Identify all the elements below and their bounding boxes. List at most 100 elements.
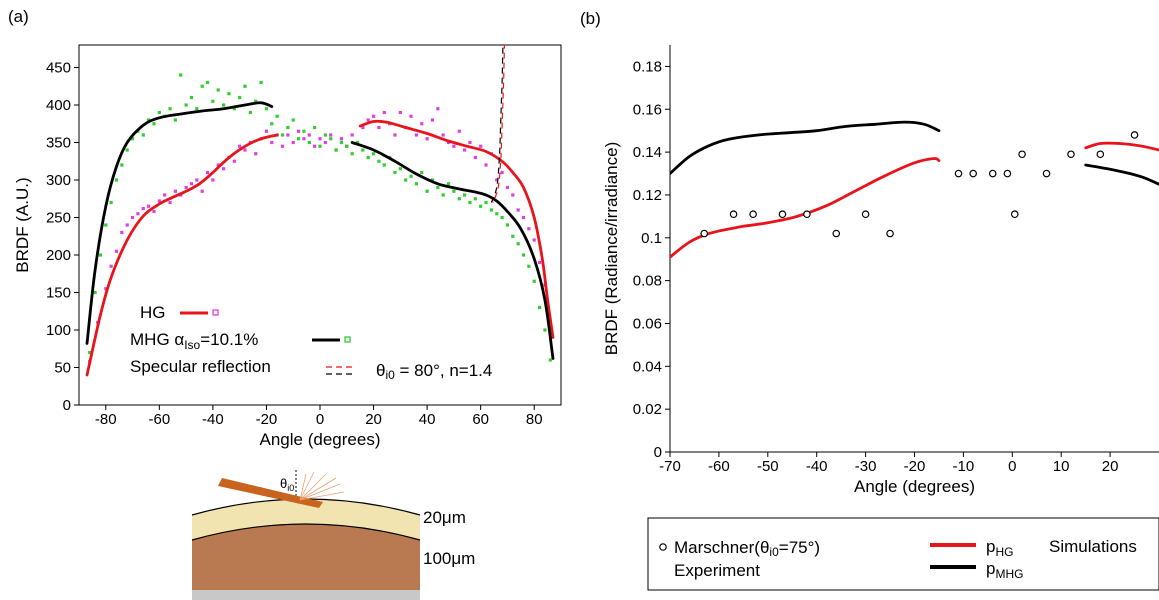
mhg-data-point bbox=[334, 148, 338, 152]
mhg-data-point bbox=[505, 223, 510, 227]
chart-b: -70 -60 -50 -40 -30 -20 -10 0 10 20 0 0.02 0.04 0.06 0… bbox=[602, 45, 1159, 496]
hg-data-point bbox=[495, 178, 499, 182]
x-tick-label: -20 bbox=[904, 458, 926, 475]
y-tick-label: 0 bbox=[63, 397, 71, 414]
x-tick-label: -40 bbox=[202, 411, 224, 428]
experiment-data-point bbox=[749, 210, 757, 219]
mhg-data-point bbox=[205, 80, 210, 85]
mhg-curve bbox=[1084, 163, 1159, 186]
hg-data-point bbox=[307, 133, 311, 137]
hg-data-point bbox=[141, 206, 145, 211]
mhg-data-point bbox=[537, 305, 542, 310]
hg-data-point bbox=[457, 129, 461, 133]
x-tick-label: -70 bbox=[659, 458, 681, 475]
x-tick-label: 40 bbox=[419, 411, 436, 428]
mhg-data-point bbox=[243, 84, 247, 88]
epidermis-layer bbox=[192, 499, 420, 540]
hg-data-point bbox=[254, 152, 258, 156]
hg-data-point bbox=[270, 140, 274, 145]
mhg-curve bbox=[350, 141, 555, 360]
hg-data-point bbox=[323, 140, 327, 145]
series-layer bbox=[85, 45, 555, 377]
y-tick-label: 0.02 bbox=[633, 401, 662, 418]
experiment-data-point bbox=[1042, 169, 1051, 178]
y-tick-label: 0.1 bbox=[641, 230, 662, 247]
mhg-data-point bbox=[238, 95, 242, 100]
mhg-data-point bbox=[339, 140, 344, 145]
mhg-data-point bbox=[93, 290, 97, 295]
hg-data-point bbox=[173, 189, 177, 193]
mhg-data-point bbox=[495, 212, 499, 216]
hg-data-point bbox=[505, 185, 510, 190]
mhg-data-point bbox=[264, 107, 269, 111]
hg-data-point bbox=[280, 144, 285, 148]
hg-data-point bbox=[430, 118, 435, 122]
hg-data-point bbox=[436, 107, 440, 111]
y-tick-label: 450 bbox=[46, 60, 71, 77]
incident-beam-arrow bbox=[218, 478, 323, 508]
y-tick-label: 400 bbox=[46, 97, 71, 114]
mhg-data-point bbox=[130, 137, 135, 141]
x-tick-label: -40 bbox=[806, 458, 828, 475]
mhg-data-point bbox=[296, 137, 301, 141]
mhg-data-point bbox=[104, 223, 108, 227]
legend-hg-marker bbox=[212, 309, 219, 316]
chart-b-x-axis-label: Angle (degrees) bbox=[854, 477, 975, 496]
epidermis-thickness-label: 20μm bbox=[423, 508, 466, 527]
experiment-data-point bbox=[778, 210, 787, 219]
legend-phg-label: pHG bbox=[986, 537, 1013, 559]
mhg-data-point bbox=[521, 253, 526, 257]
mhg-data-point bbox=[484, 200, 488, 205]
specular-curve-black bbox=[490, 45, 504, 203]
hg-data-point bbox=[205, 170, 210, 175]
mhg-data-point bbox=[211, 99, 215, 103]
y-tick-label: 0.08 bbox=[633, 273, 662, 290]
mhg-data-point bbox=[232, 107, 236, 111]
hg-data-point bbox=[157, 199, 161, 203]
mhg-data-point bbox=[366, 155, 370, 160]
y-tick-label: 150 bbox=[46, 285, 71, 302]
hg-data-point bbox=[120, 230, 124, 235]
mhg-data-point bbox=[361, 148, 365, 152]
experiment-data-point bbox=[886, 229, 894, 238]
mhg-data-point bbox=[313, 125, 317, 130]
mhg-data-point bbox=[548, 358, 552, 362]
y-tick-label: 50 bbox=[54, 360, 71, 377]
hg-data-point bbox=[350, 133, 354, 137]
mhg-data-point bbox=[479, 204, 483, 208]
mhg-data-point bbox=[109, 200, 113, 205]
y-tick-label: 0.18 bbox=[633, 58, 662, 75]
mhg-data-point bbox=[371, 152, 376, 156]
chart-b-series bbox=[670, 120, 1159, 259]
hg-data-point bbox=[222, 167, 226, 171]
legend-specular-label: Specular reflection bbox=[130, 357, 271, 376]
mhg-data-point bbox=[200, 84, 204, 88]
x-tick-label: -80 bbox=[95, 411, 117, 428]
experiment-data-point bbox=[861, 210, 870, 219]
hg-data-point bbox=[302, 137, 306, 141]
x-tick-label: 20 bbox=[365, 411, 382, 428]
hg-data-point bbox=[537, 260, 542, 265]
mhg-data-point bbox=[302, 129, 306, 133]
hg-data-point bbox=[532, 238, 536, 242]
legend-simulations-label: Simulations bbox=[1049, 537, 1137, 556]
mhg-data-point bbox=[179, 73, 183, 77]
mhg-data-point bbox=[254, 99, 258, 103]
x-tick-label: 0 bbox=[1008, 458, 1016, 475]
mhg-data-point bbox=[173, 118, 177, 122]
legend-pmhg-label: pMHG bbox=[986, 559, 1023, 581]
mhg-data-point bbox=[147, 118, 151, 122]
hg-data-point bbox=[168, 200, 172, 205]
mhg-data-point bbox=[141, 133, 145, 137]
mhg-data-point bbox=[280, 133, 285, 137]
experiment-data-point bbox=[803, 210, 811, 219]
hg-data-point bbox=[200, 189, 204, 193]
hg-data-point bbox=[479, 144, 483, 148]
hg-data-point bbox=[382, 110, 386, 115]
x-tick-label: 60 bbox=[472, 411, 489, 428]
hg-data-point bbox=[313, 144, 317, 148]
experiment-data-point bbox=[1067, 150, 1075, 159]
hg-data-point bbox=[238, 144, 242, 148]
hg-data-point bbox=[318, 137, 322, 141]
hg-data-point bbox=[130, 215, 135, 220]
